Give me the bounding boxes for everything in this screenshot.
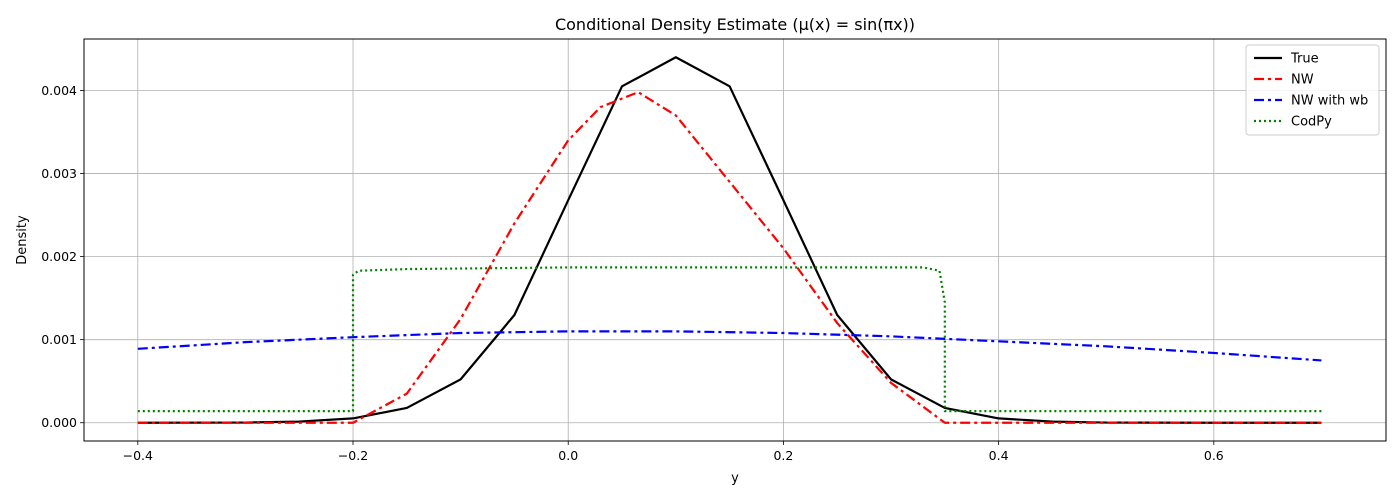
y-tick-label: 0.004: [41, 83, 77, 98]
legend-box: [1245, 44, 1380, 136]
x-axis-label: y: [731, 471, 739, 486]
x-tick-label: −0.2: [338, 448, 368, 463]
x-tick-label: 0.0: [558, 448, 578, 463]
series-line-codpy: [137, 266, 1322, 413]
x-tick-label: 0.4: [989, 448, 1009, 463]
x-tick-label: 0.6: [1204, 448, 1224, 463]
legend-label: NW with wb: [1291, 94, 1368, 109]
y-axis-label: Density: [15, 215, 30, 265]
legend: True NW NW with wb CodPy: [1245, 44, 1380, 136]
chart-title: Conditional Density Estimate (μ(x) = sin…: [555, 15, 915, 34]
legend-label: True: [1290, 52, 1319, 67]
y-tick-label: 0.000: [41, 415, 77, 430]
series-layer: [137, 56, 1322, 424]
series-line-nw: [137, 91, 1322, 424]
x-tick-label: 0.2: [773, 448, 793, 463]
legend-label: CodPy: [1291, 115, 1332, 130]
y-tick-label: 0.001: [41, 332, 77, 347]
x-tick-label: −0.4: [123, 448, 153, 463]
plot-frame: [83, 38, 1387, 442]
ticks: −0.4 −0.2 0.0 0.2 0.4 0.6 0.000 0.001 0.002 0.003…: [41, 83, 1224, 463]
y-tick-label: 0.003: [41, 166, 77, 181]
legend-label: NW: [1291, 73, 1314, 88]
y-tick-label: 0.002: [41, 249, 77, 264]
series-line-nw-with-wb: [137, 330, 1322, 362]
